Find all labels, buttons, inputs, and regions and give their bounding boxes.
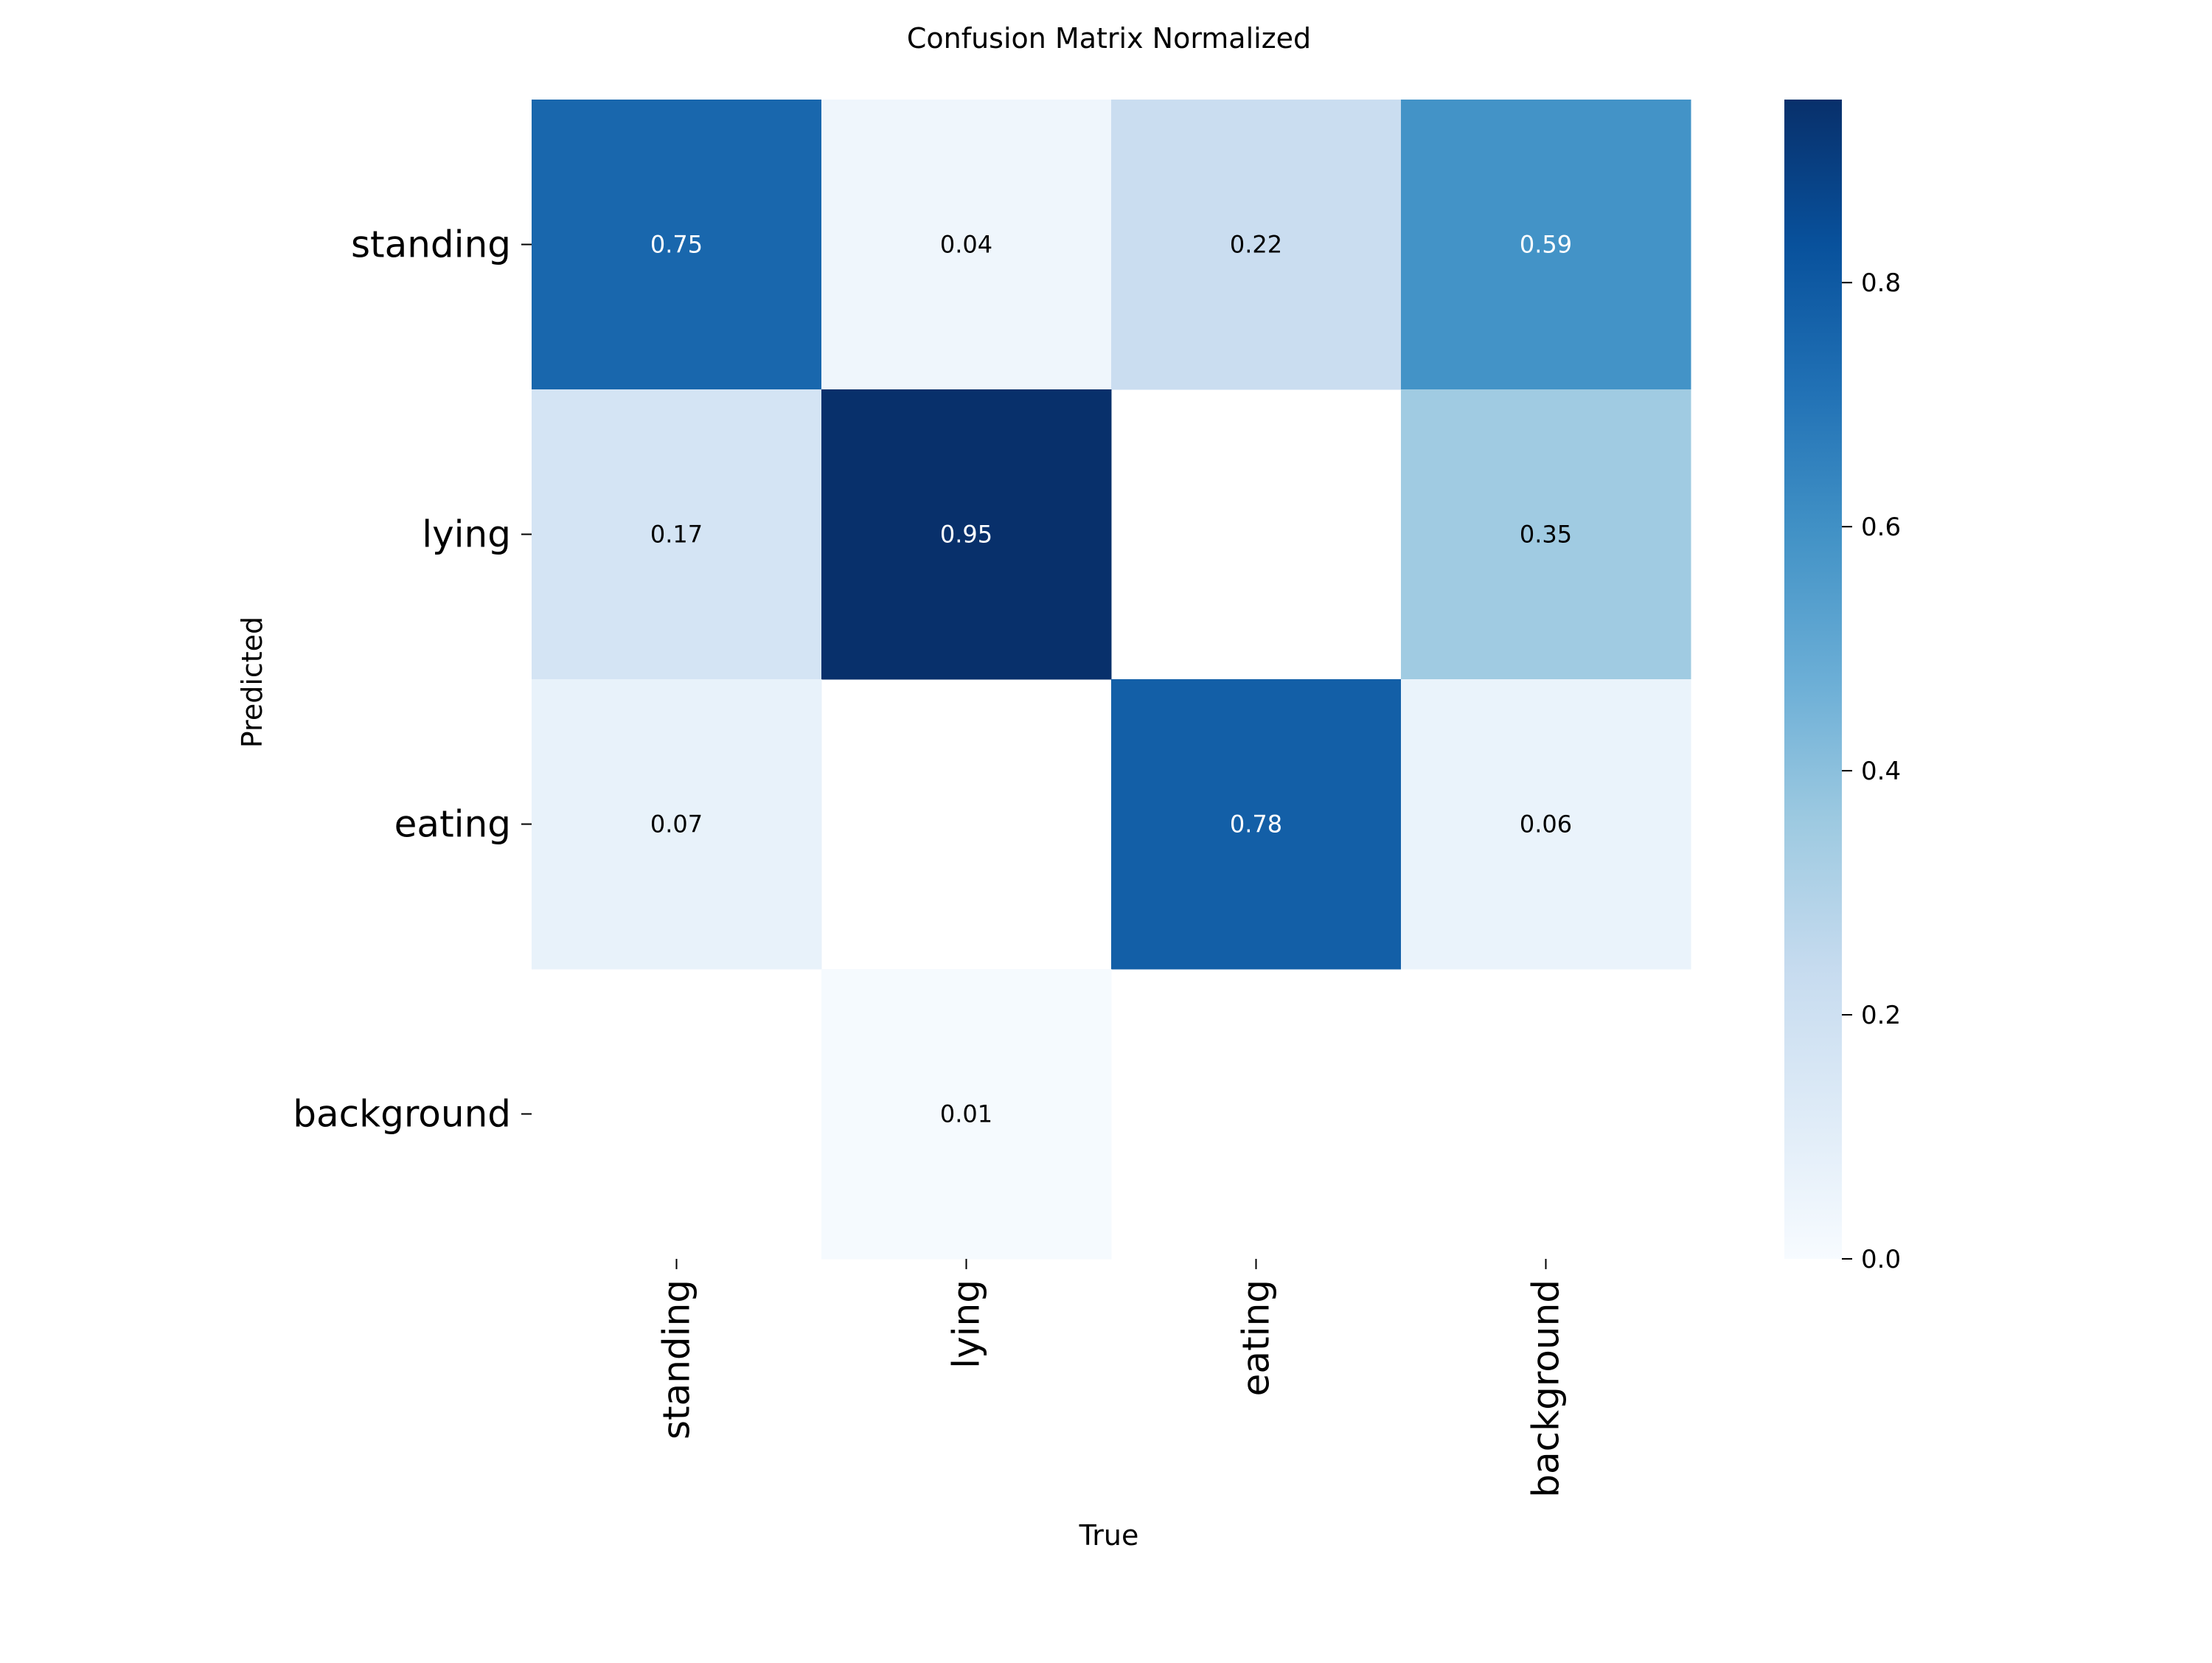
heatmap-cell: [1111, 100, 1402, 390]
heatmap-cell: [1401, 389, 1691, 680]
heatmap-cell: [821, 389, 1112, 680]
y-tick-label: background: [293, 1093, 511, 1136]
cell-value-label: 0.17: [650, 521, 703, 549]
heatmap-cell: [1401, 100, 1691, 390]
x-tick-label: lying: [945, 1280, 988, 1369]
cell-value-label: 0.59: [1520, 231, 1572, 259]
x-tick-label: standing: [655, 1280, 698, 1440]
cell-value-label: 0.07: [650, 810, 703, 839]
y-axis-ticks: standing lying eating background: [293, 223, 532, 1136]
colorbar: 0.0 0.2 0.4 0.6 0.8: [1784, 100, 1901, 1274]
colorbar-tick-label: 0.4: [1861, 757, 1901, 786]
cell-value-label: 0.35: [1520, 521, 1572, 549]
cell-value-label: 0.95: [940, 521, 992, 549]
y-tick-label: standing: [351, 223, 511, 266]
heatmap-cell: [532, 389, 822, 680]
colorbar-tick-label: 0.0: [1861, 1245, 1901, 1274]
heatmap-cell-labels: 0.75 0.04 0.22 0.59 0.17 0.95 0.35 0.07 0.78 0.06…: [650, 231, 1572, 1128]
x-axis-ticks: standing lying eating background: [655, 1259, 1568, 1498]
heatmap-cell: [532, 100, 822, 390]
heatmap-cell: [821, 100, 1112, 390]
colorbar-tick-label: 0.8: [1861, 268, 1901, 298]
cell-value-label: 0.78: [1230, 810, 1282, 839]
x-tick-label: eating: [1235, 1280, 1278, 1396]
cell-value-label: 0.01: [940, 1100, 992, 1128]
heatmap-cell: [1401, 679, 1691, 970]
heatmap-cells: [532, 100, 1691, 1260]
heatmap-cell: [821, 969, 1112, 1260]
heatmap-cell: [1111, 679, 1402, 970]
colorbar-tick-label: 0.6: [1861, 513, 1901, 542]
heatmap-cell: [532, 679, 822, 970]
x-axis-label: True: [1079, 1519, 1139, 1552]
y-tick-label: lying: [422, 513, 511, 556]
chart-title: Confusion Matrix Normalized: [907, 22, 1311, 55]
cell-value-label: 0.22: [1230, 231, 1282, 259]
cell-value-label: 0.04: [940, 231, 992, 259]
colorbar-gradient: [1784, 100, 1842, 1259]
cell-value-label: 0.75: [650, 231, 703, 259]
y-tick-label: eating: [394, 803, 511, 846]
cell-value-label: 0.06: [1520, 810, 1572, 839]
y-axis-label: Predicted: [236, 617, 268, 748]
colorbar-tick-label: 0.2: [1861, 1001, 1901, 1030]
x-tick-label: background: [1525, 1280, 1568, 1498]
